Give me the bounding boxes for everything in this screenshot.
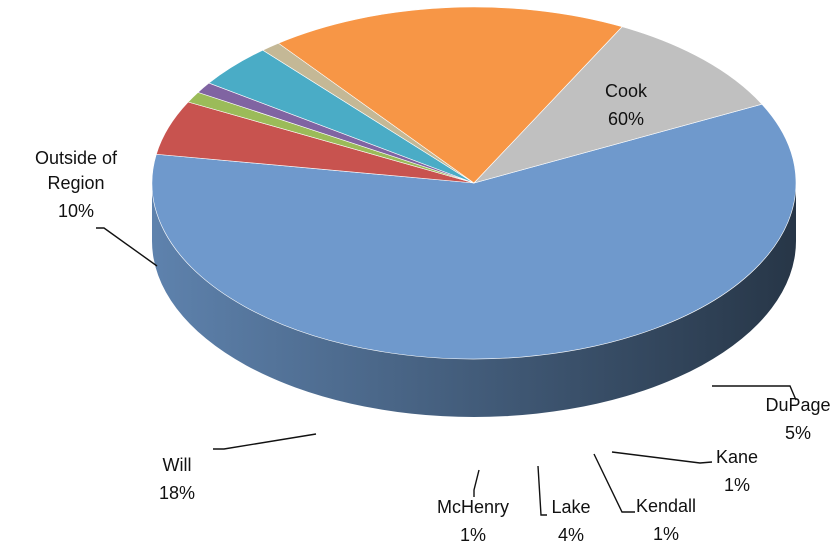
leader-line-lake — [537, 465, 547, 516]
leader-line-mchenry — [473, 469, 480, 497]
data-label-cook-value: 60% — [608, 109, 644, 129]
data-label-outside-of-region-value: 10% — [58, 201, 94, 221]
leader-line-kendall — [593, 453, 635, 513]
leader-line-dupage — [712, 385, 797, 401]
data-label-dupage-value: 5% — [785, 423, 811, 443]
leader-line-outside-of-region — [96, 227, 158, 267]
data-label-kendall-value: 1% — [653, 524, 679, 544]
leader-line-will — [213, 433, 317, 450]
data-label-outside-of-region-name: Outside of Region — [35, 148, 118, 193]
pie-slice-will — [277, 6, 623, 184]
pie-top-faces — [151, 6, 797, 360]
data-labels: Cook 60% DuPage 5% Kane 1% Kendall 1% Lake 4% McHe… — [35, 81, 830, 545]
pie-slice-cook — [151, 103, 797, 360]
leader-line-kane — [611, 451, 713, 464]
data-label-kane-name: Kane — [716, 447, 758, 467]
leader-lines — [96, 227, 797, 516]
pie-side-cook — [152, 183, 796, 417]
data-label-mchenry-value: 1% — [460, 525, 486, 545]
data-label-will-value: 18% — [159, 483, 195, 503]
data-label-kendall-name: Kendall — [636, 496, 696, 516]
data-label-kane-value: 1% — [724, 475, 750, 495]
data-label-dupage-name: DuPage — [765, 395, 830, 415]
pie-side-walls — [152, 183, 796, 417]
pie-slice-outside-of-region — [473, 26, 763, 184]
data-label-mchenry-name: McHenry — [437, 497, 509, 517]
data-label-lake-name: Lake — [551, 497, 590, 517]
data-label-will-name: Will — [163, 455, 192, 475]
data-label-lake-value: 4% — [558, 525, 584, 545]
data-label-cook-name: Cook — [605, 81, 648, 101]
